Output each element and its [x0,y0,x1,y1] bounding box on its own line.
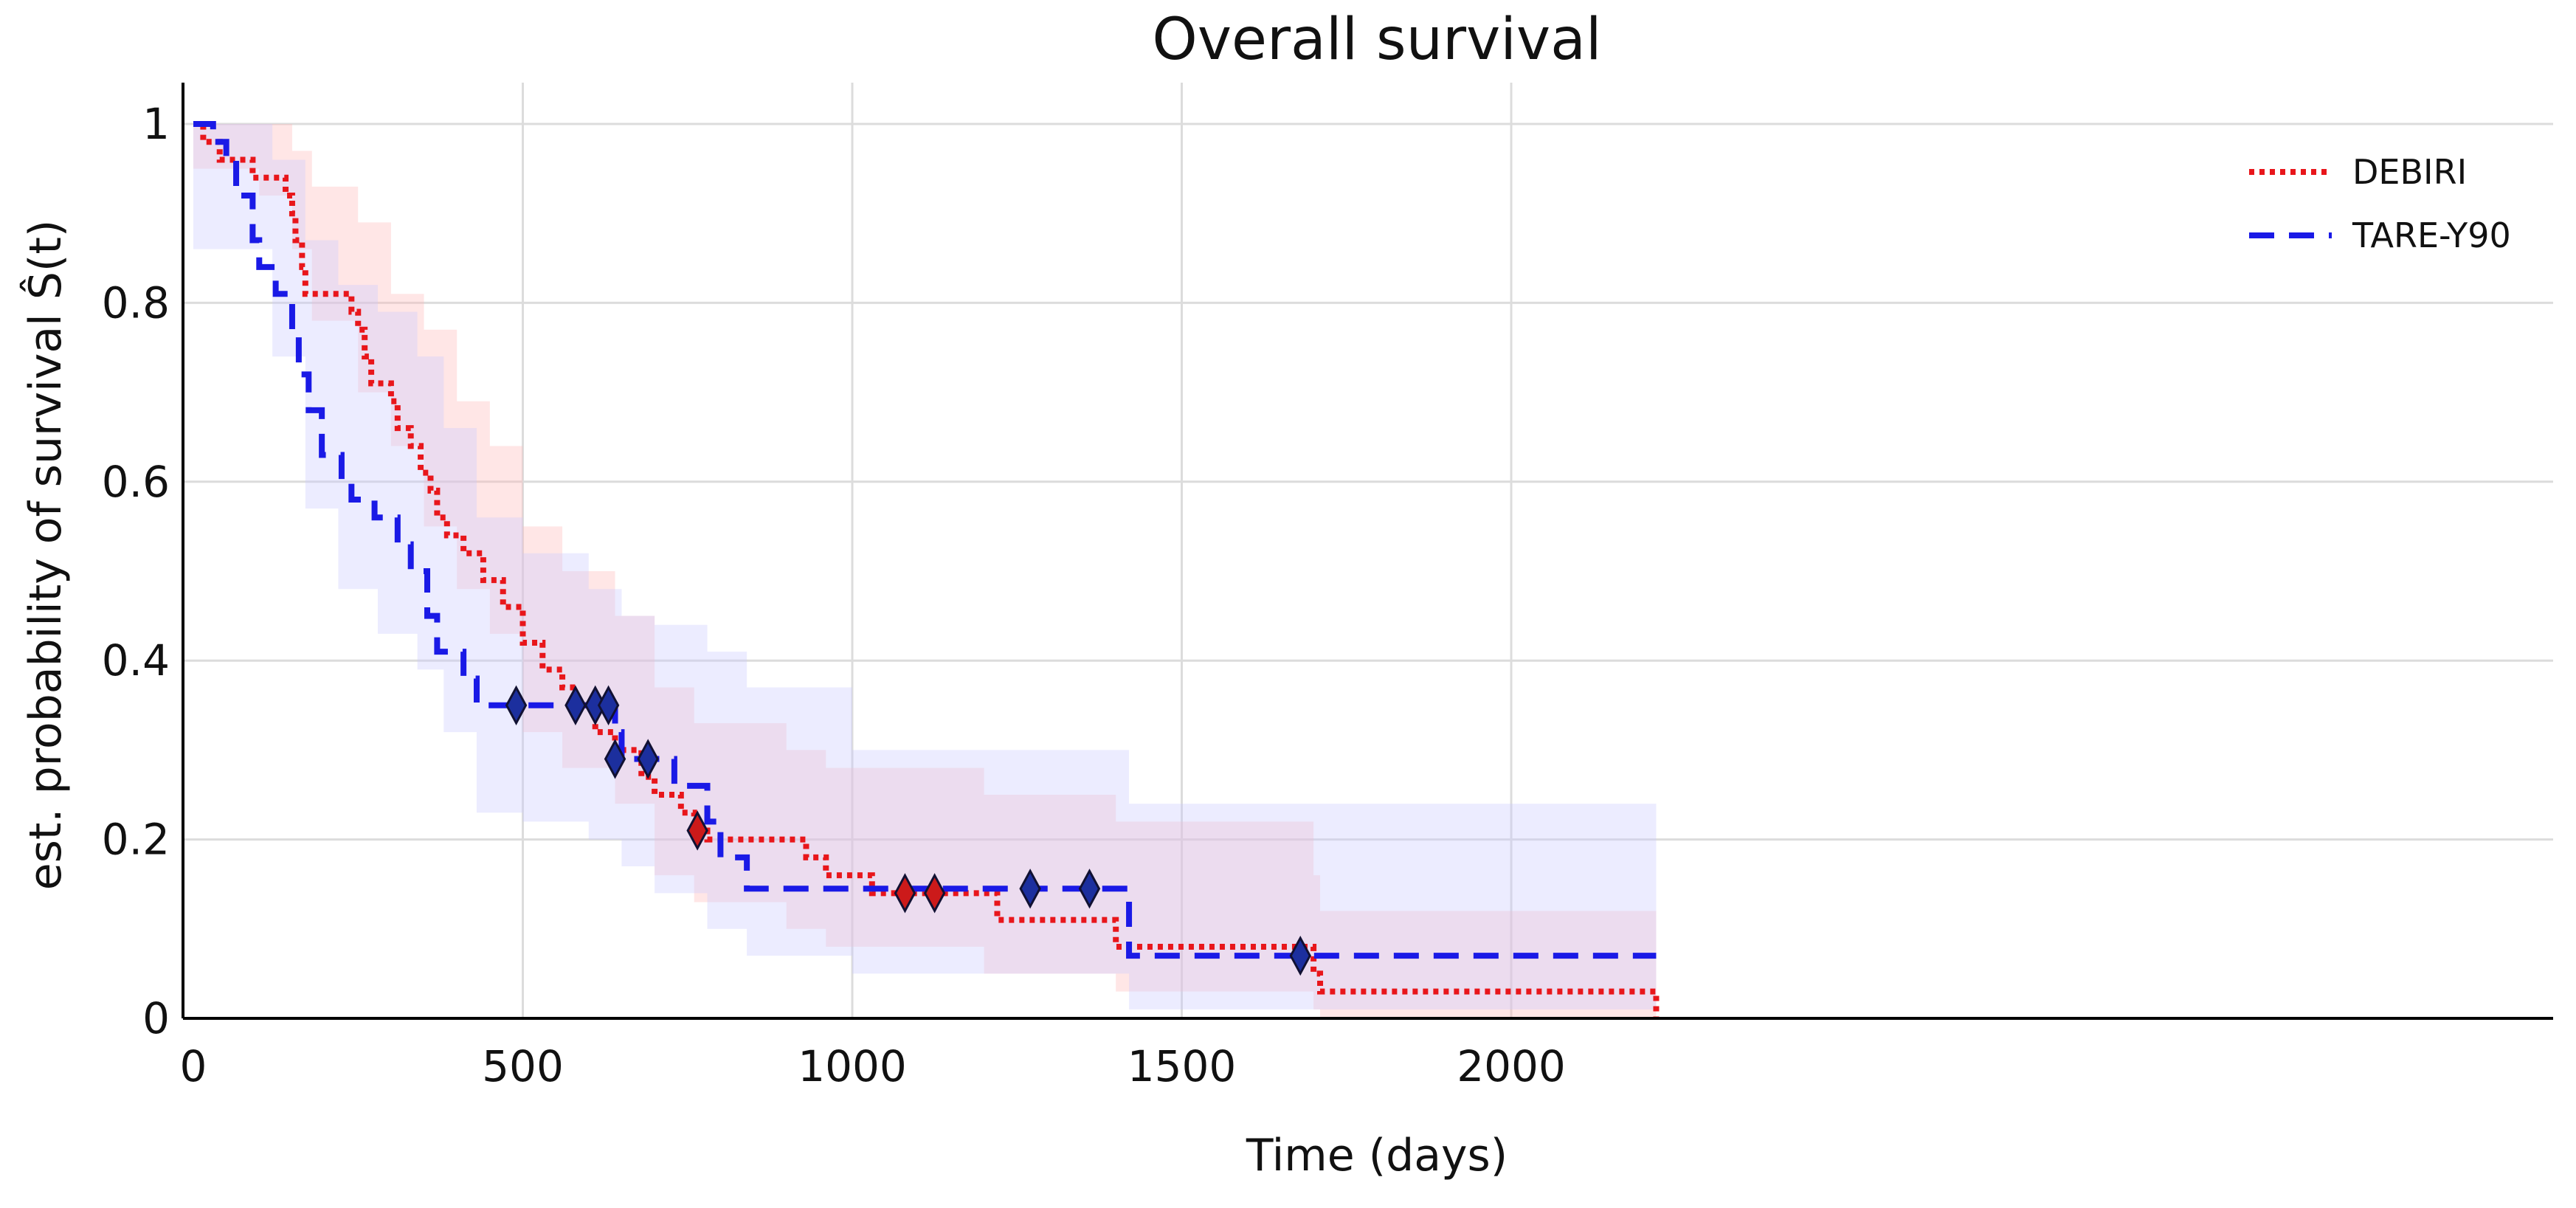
y-tick-label: 0.4 [102,635,170,686]
x-tick-label: 0 [180,1041,207,1091]
y-tick-label: 0.6 [102,457,170,507]
chart-title: Overall survival [1152,7,1601,73]
x-axis-ticks: 0 500 1000 1500 2000 [180,1041,1566,1091]
y-tick-label: 0.2 [102,815,170,865]
tare-y90-censor-marker [637,739,659,779]
tare-y90-survival-line [193,121,1657,959]
tare-y90-censor-marker [564,685,587,725]
tare-y90-censor-marker [604,739,626,779]
tare-y90-confidence-band [193,124,1657,1018]
legend: DEBIRI TARE-Y90 [2249,152,2511,255]
debiri-censor-marker [894,873,916,914]
x-tick-label: 2000 [1457,1041,1566,1091]
survival-curves [193,121,1660,1018]
y-tick-label: 0 [142,993,170,1043]
x-axis-label: Time (days) [1246,1130,1508,1181]
tare-y90-censor-marker [1078,869,1101,909]
debiri-censor-marker [686,810,708,851]
y-axis-ticks: 0 0.2 0.4 0.6 0.8 1 [102,99,170,1043]
debiri-censor-marker [923,873,946,914]
grid-lines [183,83,2553,1018]
tare-y90-legend-label: TARE-Y90 [2352,215,2511,255]
tare-y90-censor-marker [505,685,528,725]
x-tick-label: 1000 [798,1041,907,1091]
censor-markers [505,685,1311,976]
confidence-bands [193,124,1657,1018]
tare-y90-censor-marker [597,685,620,725]
tare-y90-censor-marker [1289,936,1311,976]
y-tick-label: 1 [142,99,170,149]
y-axis-label: est. probability of survival Ŝ(t) [19,220,72,891]
x-tick-label: 500 [482,1041,564,1091]
debiri-legend-label: DEBIRI [2352,152,2467,192]
tare-y90-censor-marker [1019,869,1041,909]
y-tick-label: 0.8 [102,277,170,328]
x-tick-label: 1500 [1128,1041,1237,1091]
